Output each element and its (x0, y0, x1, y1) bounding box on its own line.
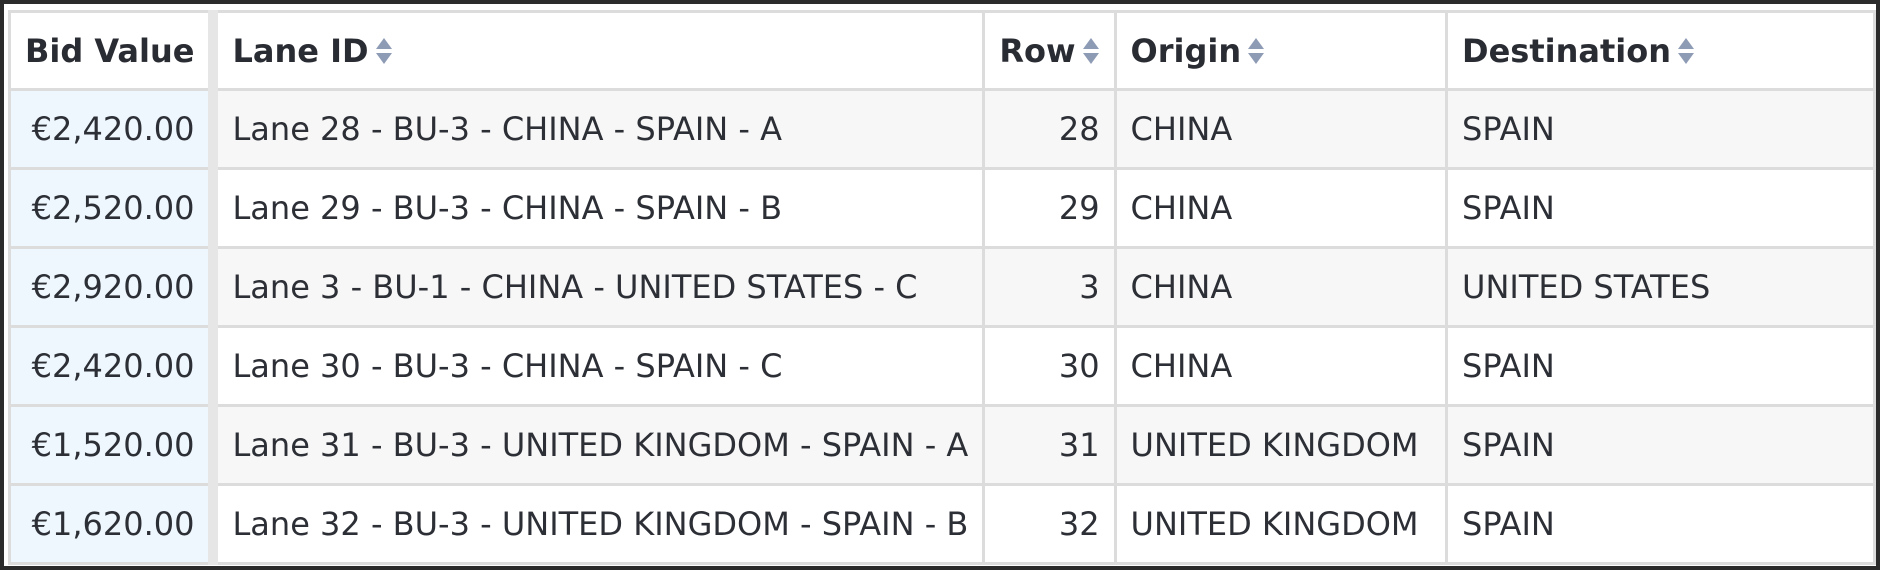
row-number-cell: 30 (982, 325, 1117, 407)
origin-cell: CHINA (1113, 246, 1449, 328)
sort-icon[interactable] (1677, 37, 1695, 65)
column-header-row[interactable]: Row (982, 10, 1117, 91)
destination-cell: SPAIN (1445, 167, 1876, 249)
bids-table: Bid Value Lane ID Row Origin Destination… (8, 10, 1876, 565)
origin-cell: CHINA (1113, 167, 1449, 249)
row-number-cell: 28 (982, 88, 1117, 170)
table-row[interactable]: €2,420.00 Lane 30 - BU-3 - CHINA - SPAIN… (8, 325, 1876, 407)
sort-icon[interactable] (1082, 37, 1100, 65)
lane-id-cell: Lane 3 - BU-1 - CHINA - UNITED STATES - … (211, 246, 986, 328)
table-row[interactable]: €1,520.00 Lane 31 - BU-3 - UNITED KINGDO… (8, 404, 1876, 486)
sort-icon[interactable] (1247, 37, 1265, 65)
row-number-cell: 3 (982, 246, 1117, 328)
header-row: Bid Value Lane ID Row Origin Destination (8, 10, 1876, 91)
bid-value-cell: €2,920.00 (8, 246, 219, 328)
column-header-bid-value[interactable]: Bid Value (8, 10, 219, 91)
row-number-cell: 32 (982, 483, 1117, 565)
column-header-label: Row (999, 31, 1076, 70)
sort-icon[interactable] (375, 37, 393, 65)
origin-cell: UNITED KINGDOM (1113, 404, 1449, 486)
column-header-lane-id[interactable]: Lane ID (211, 10, 986, 91)
table-row[interactable]: €1,620.00 Lane 32 - BU-3 - UNITED KINGDO… (8, 483, 1876, 565)
bid-value-cell: €2,420.00 (8, 325, 219, 407)
destination-cell: SPAIN (1445, 483, 1876, 565)
origin-cell: CHINA (1113, 88, 1449, 170)
lane-id-cell: Lane 28 - BU-3 - CHINA - SPAIN - A (211, 88, 986, 170)
column-header-destination[interactable]: Destination (1445, 10, 1876, 91)
bid-value-cell: €2,520.00 (8, 167, 219, 249)
column-header-label: Origin (1130, 31, 1242, 70)
bid-value-cell: €1,620.00 (8, 483, 219, 565)
column-header-origin[interactable]: Origin (1113, 10, 1449, 91)
lane-id-cell: Lane 30 - BU-3 - CHINA - SPAIN - C (211, 325, 986, 407)
table-row[interactable]: €2,920.00 Lane 3 - BU-1 - CHINA - UNITED… (8, 246, 1876, 328)
destination-cell: SPAIN (1445, 325, 1876, 407)
bid-value-cell: €1,520.00 (8, 404, 219, 486)
column-header-label: Lane ID (232, 31, 369, 70)
lane-id-cell: Lane 32 - BU-3 - UNITED KINGDOM - SPAIN … (211, 483, 986, 565)
column-header-label: Bid Value (25, 31, 195, 70)
table-row[interactable]: €2,420.00 Lane 28 - BU-3 - CHINA - SPAIN… (8, 88, 1876, 170)
destination-cell: UNITED STATES (1445, 246, 1876, 328)
destination-cell: SPAIN (1445, 404, 1876, 486)
table-row[interactable]: €2,520.00 Lane 29 - BU-3 - CHINA - SPAIN… (8, 167, 1876, 249)
column-header-label: Destination (1462, 31, 1671, 70)
origin-cell: CHINA (1113, 325, 1449, 407)
row-number-cell: 31 (982, 404, 1117, 486)
lane-id-cell: Lane 29 - BU-3 - CHINA - SPAIN - B (211, 167, 986, 249)
row-number-cell: 29 (982, 167, 1117, 249)
lane-id-cell: Lane 31 - BU-3 - UNITED KINGDOM - SPAIN … (211, 404, 986, 486)
bid-value-cell: €2,420.00 (8, 88, 219, 170)
destination-cell: SPAIN (1445, 88, 1876, 170)
origin-cell: UNITED KINGDOM (1113, 483, 1449, 565)
